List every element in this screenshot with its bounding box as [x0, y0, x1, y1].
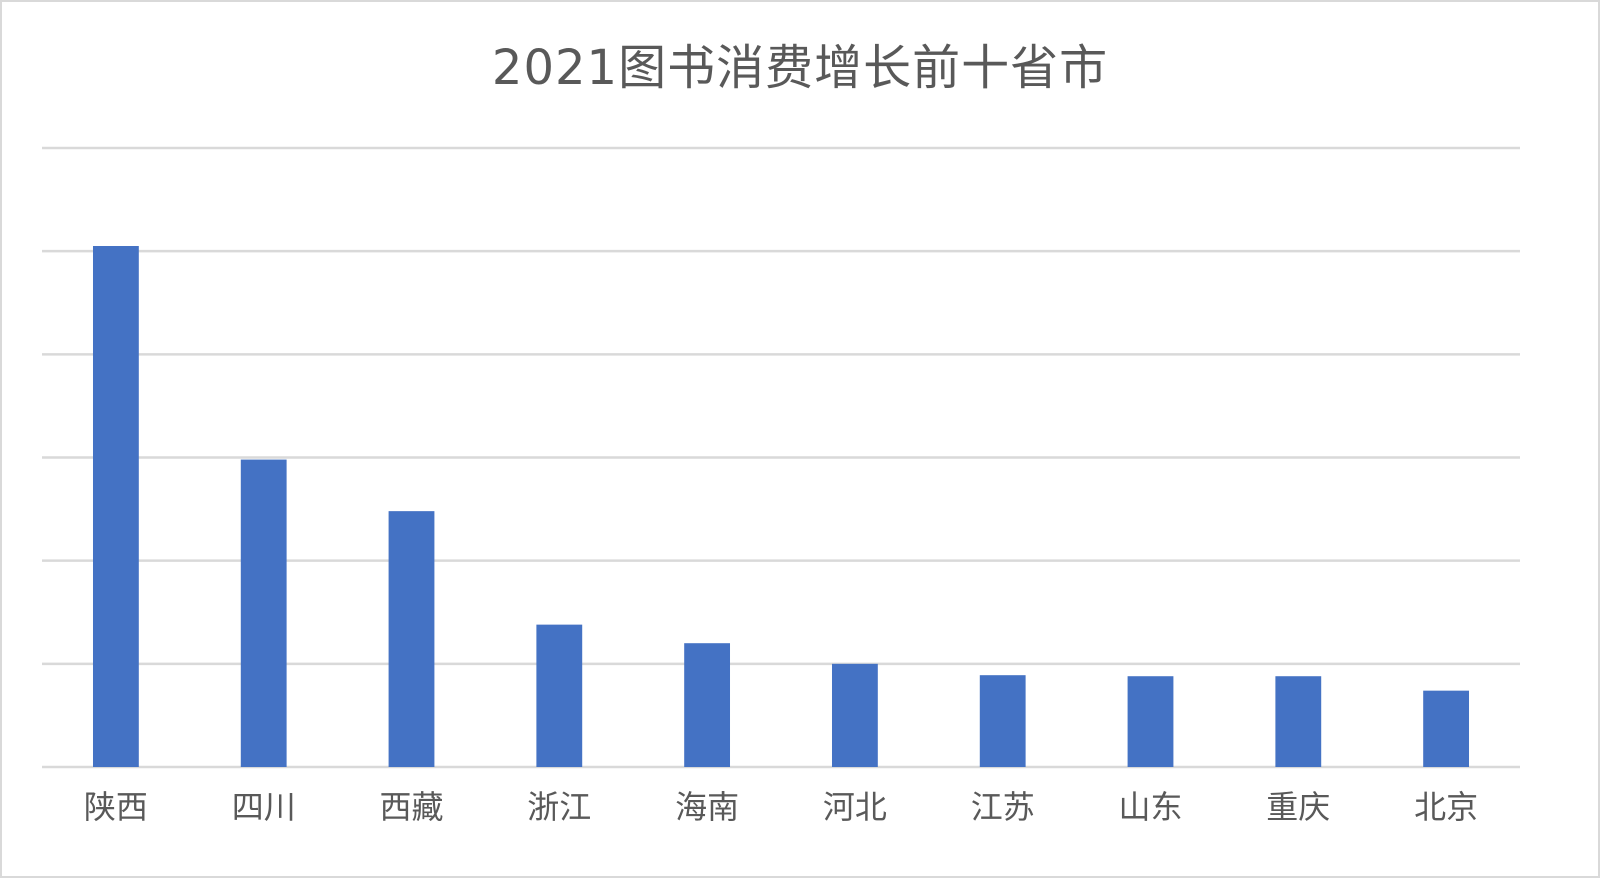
x-tick-label: 山东: [1118, 788, 1182, 826]
x-tick-label: 海南: [675, 788, 739, 826]
bar-5: [831, 663, 878, 767]
gridlines: [42, 146, 1520, 666]
x-tick-label: 西藏: [379, 788, 443, 826]
x-tick-label: 北京: [1414, 788, 1478, 826]
x-tick-label: 重庆: [1266, 788, 1330, 826]
bar-3: [536, 624, 583, 767]
bar-1: [240, 459, 287, 767]
bar-7: [1127, 676, 1174, 767]
bars: [92, 246, 1470, 768]
bar-2: [388, 511, 435, 767]
x-tick-label: 浙江: [527, 788, 591, 826]
bar-6: [979, 675, 1026, 767]
x-tick-label: 四川: [232, 788, 296, 826]
bar-9: [1423, 690, 1470, 767]
x-tick-labels: 陕西 四川 西藏 浙江 海南 河北 江苏 山东 重庆 北京: [84, 788, 1478, 826]
x-tick-label: 江苏: [971, 788, 1035, 826]
bar-0: [92, 246, 139, 768]
x-tick-label: 河北: [823, 788, 887, 826]
x-tick-label: 陕西: [84, 788, 148, 826]
chart-title: 2021图书消费增长前十省市: [491, 40, 1109, 96]
bar-8: [1275, 676, 1322, 767]
bar-4: [684, 643, 731, 767]
